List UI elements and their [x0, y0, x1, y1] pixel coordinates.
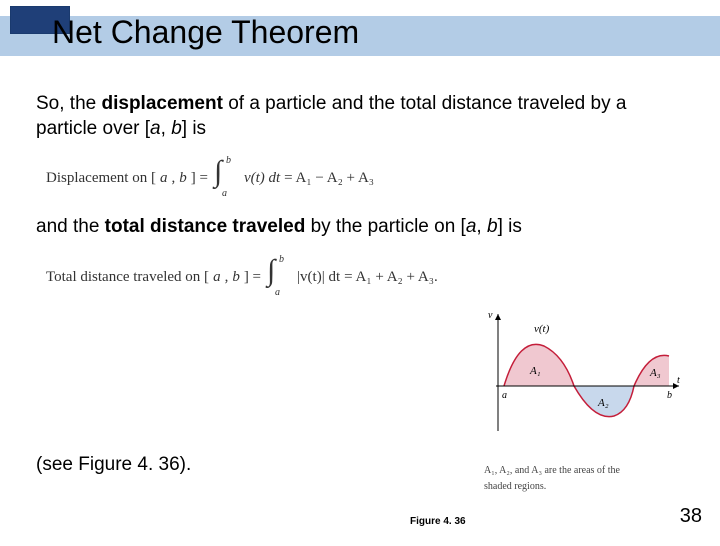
text: by the particle on [ — [305, 216, 466, 237]
page-number: 38 — [680, 505, 702, 528]
var-b: b — [171, 118, 182, 139]
var-a: a — [466, 216, 477, 237]
var-a: a — [150, 118, 161, 139]
label-b: b — [667, 390, 672, 401]
label-a: a — [502, 390, 507, 401]
figure-label: Figure 4. 36 — [410, 516, 466, 527]
bold-displacement: displacement — [102, 93, 223, 114]
integral-sign: ∫ b a — [265, 258, 293, 296]
slide-title-bar: Net Change Theorem — [0, 6, 720, 72]
label-a1: A₁ — [529, 365, 541, 377]
integral-upper: b — [279, 254, 284, 265]
var-b: b — [487, 216, 498, 237]
text: So, the — [36, 93, 102, 114]
text: , — [171, 170, 175, 187]
text: and the — [36, 216, 105, 237]
text: , — [225, 269, 229, 286]
label-vt: v(t) — [534, 323, 550, 335]
eq-rhs: = A₁ + A₂ + A₃. — [344, 269, 438, 286]
eq-lhs: Displacement on [ — [46, 170, 156, 187]
var-b: b — [179, 170, 187, 187]
equation-total-distance: Total distance traveled on [a, b] = ∫ b … — [46, 258, 688, 296]
eq-lhs: Total distance traveled on [ — [46, 269, 209, 286]
figure-caption-line2: shaded regions. — [484, 481, 684, 493]
slide-title: Net Change Theorem — [52, 14, 359, 51]
figure-graph: v(t) a b t v A₁ A₂ A₃ A₁, A₂, and A₃ are… — [484, 306, 684, 493]
integral-symbol: ∫ — [214, 155, 222, 189]
v-axis-arrow — [495, 314, 501, 320]
eq-rhs: = A₁ − A₂ + A₃ — [284, 170, 374, 187]
figure-caption-line1: A₁, A₂, and A₃ are the areas of the — [484, 465, 684, 477]
integral-lower: a — [222, 188, 227, 199]
paragraph-1: So, the displacement of a particle and t… — [36, 92, 688, 141]
text: , — [161, 118, 172, 139]
text: , — [476, 216, 487, 237]
content-area: So, the displacement of a particle and t… — [0, 72, 720, 296]
integral-upper: b — [226, 155, 231, 166]
var-b: b — [232, 269, 240, 286]
var-a: a — [213, 269, 221, 286]
paragraph-2: and the total distance traveled by the p… — [36, 215, 688, 240]
text: ] is — [182, 118, 206, 139]
label-v: v — [488, 310, 493, 321]
label-t: t — [677, 375, 680, 386]
integral-sign: ∫ b a — [212, 159, 240, 197]
equation-displacement: Displacement on [a, b] = ∫ b a v(t) dt =… — [46, 159, 688, 197]
label-a3: A₃ — [649, 367, 661, 379]
text: ] is — [498, 216, 522, 237]
integral-lower: a — [275, 287, 280, 298]
see-figure-text: (see Figure 4. 36). — [36, 454, 191, 476]
integral-symbol: ∫ — [267, 254, 275, 288]
label-a2: A₂ — [597, 397, 609, 409]
integrand: v(t) dt — [244, 170, 280, 187]
integrand: |v(t)| dt — [297, 269, 340, 286]
text: ] = — [191, 170, 208, 187]
bold-total-distance: total distance traveled — [105, 216, 306, 237]
var-a: a — [160, 170, 168, 187]
velocity-graph-svg: v(t) a b t v A₁ A₂ A₃ — [484, 306, 684, 456]
text: ] = — [244, 269, 261, 286]
